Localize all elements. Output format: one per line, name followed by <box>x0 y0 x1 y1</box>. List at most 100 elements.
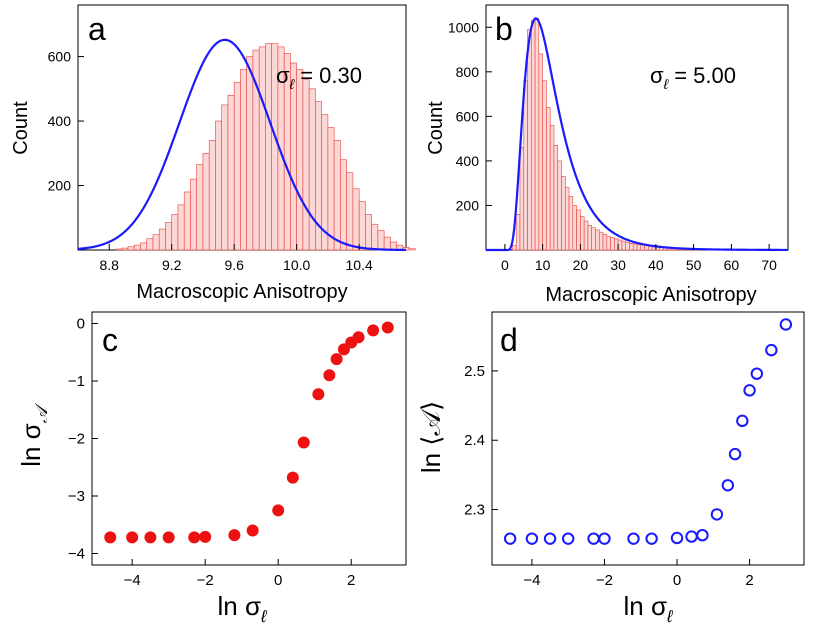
panel-label-d: d <box>500 322 518 358</box>
histogram-bar <box>572 205 577 251</box>
x-tick-label: 9.6 <box>224 257 244 273</box>
y-axis-label-c: ln σ𝒜 <box>16 402 51 467</box>
data-point <box>543 532 557 545</box>
histogram-bar <box>208 140 216 251</box>
panel-label-b: b <box>495 11 513 47</box>
histogram-bar <box>602 234 608 251</box>
y-tick-label: 2.3 <box>464 502 485 519</box>
histogram-bar <box>542 80 547 251</box>
panel-label-c: c <box>102 322 118 358</box>
data-point <box>587 532 600 545</box>
x-tick-label: −2 <box>197 572 214 589</box>
histogram-bar <box>265 43 272 251</box>
data-point <box>561 532 575 545</box>
y-axis-label-a: Count <box>10 101 32 155</box>
histogram-bar <box>557 160 562 251</box>
x-axis-label-c: ln σℓ <box>217 591 267 626</box>
annotation-a: σℓ = 0.30 <box>276 63 362 92</box>
data-point <box>162 531 175 544</box>
x-tick-label: 60 <box>724 257 740 273</box>
histogram-b <box>512 18 702 251</box>
histogram-bar <box>546 107 551 251</box>
y-tick-label: 600 <box>48 49 72 65</box>
histogram-bar <box>527 29 532 251</box>
histogram-bar <box>591 227 596 251</box>
y-tick-label: 800 <box>456 64 480 80</box>
histogram-bar <box>233 82 241 251</box>
y-axis-label-b: Count <box>425 101 447 155</box>
data-point <box>710 508 724 521</box>
data-point <box>323 369 336 382</box>
x-tick-label: 20 <box>573 257 589 273</box>
histogram-bar <box>346 172 354 251</box>
data-point <box>381 321 394 334</box>
data-point <box>188 531 201 544</box>
x-tick-label: 2 <box>347 572 355 589</box>
data-point <box>627 532 640 545</box>
histogram-bar <box>519 147 525 251</box>
x-ticks-c: −4 −2 0 2 <box>124 559 355 589</box>
y-tick-label: 2.4 <box>464 432 485 449</box>
data-point <box>736 414 749 428</box>
histogram-bar <box>610 237 615 251</box>
x-axis-label-d: ln σℓ <box>623 591 673 626</box>
histogram-bar <box>523 80 528 251</box>
data-point <box>312 388 325 401</box>
data-point <box>696 528 709 542</box>
y-ticks-d: 2.3 2.4 2.5 <box>464 363 498 519</box>
fit-curve-b <box>486 17 788 252</box>
histogram-bar <box>171 214 179 251</box>
x-axis-label-b: Macroscopic Anisotropy <box>545 284 756 306</box>
histogram-bar <box>296 69 304 251</box>
histogram-bar <box>538 53 543 251</box>
y-ticks-b: 200 400 600 800 1000 <box>448 19 492 213</box>
histogram-bar <box>258 46 266 251</box>
data-point <box>228 529 241 542</box>
histogram-bar <box>564 187 570 251</box>
data-point <box>367 324 380 337</box>
histogram-bar <box>576 209 581 251</box>
x-tick-label: 9.2 <box>162 257 182 273</box>
x-axis-label-a: Macroscopic Anisotropy <box>136 281 347 303</box>
y-tick-label: −4 <box>68 546 85 563</box>
histogram-bar <box>534 18 540 251</box>
data-point <box>525 532 539 545</box>
x-ticks-b: 0 10 20 30 40 50 60 70 <box>501 244 777 273</box>
x-tick-label: 10 <box>535 257 551 273</box>
histogram-bar <box>553 145 559 251</box>
histogram-bar <box>595 229 600 251</box>
histogram-bar <box>561 176 566 251</box>
data-point <box>272 504 285 517</box>
data-point <box>765 343 778 357</box>
histogram-bar <box>240 69 247 251</box>
data-point <box>104 531 117 544</box>
histogram-bar <box>165 222 173 251</box>
y-ticks-c: 0 −1 −2 −3 −4 <box>68 316 98 563</box>
data-point <box>126 531 139 544</box>
data-point <box>685 530 698 543</box>
histogram-bar <box>215 120 222 251</box>
x-tick-label: −4 <box>124 572 141 589</box>
histogram-a <box>115 43 416 251</box>
histogram-bar <box>625 241 630 251</box>
histogram-bar <box>158 228 166 251</box>
x-tick-label: 10.0 <box>283 257 310 273</box>
histogram-bar <box>598 231 604 251</box>
histogram-bar <box>246 56 254 251</box>
histogram-bar <box>629 243 634 251</box>
data-point <box>750 367 764 380</box>
histogram-bar <box>383 236 391 251</box>
histogram-bar <box>512 245 517 251</box>
y-tick-label: 200 <box>48 178 72 194</box>
x-tick-label: −4 <box>523 572 540 589</box>
histogram-bar <box>632 243 638 251</box>
histogram-bar <box>371 223 379 251</box>
data-point <box>144 531 157 544</box>
histogram-bar <box>568 196 574 251</box>
panel-c: −4 −2 0 2 0 −1 −2 −3 −4 c ln σℓ ln σ𝒜 <box>16 311 407 626</box>
y-tick-label: 400 <box>456 153 480 169</box>
histogram-bar <box>515 214 521 251</box>
histogram-bar <box>614 238 619 251</box>
y-tick-label: 200 <box>456 197 480 213</box>
